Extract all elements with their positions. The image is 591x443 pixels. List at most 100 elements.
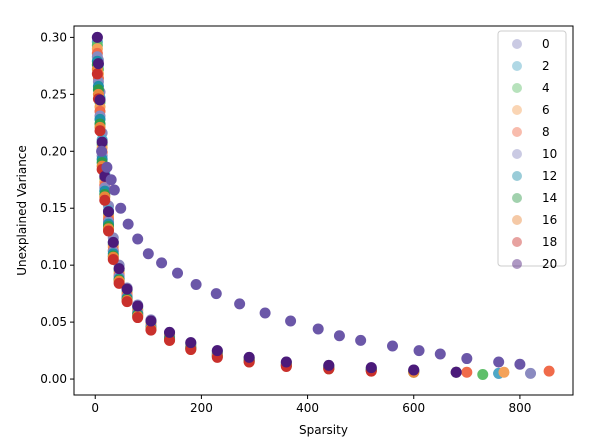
extra-point-11 bbox=[210, 288, 222, 300]
legend-label-16: 16 bbox=[542, 213, 557, 227]
series-18-point-11 bbox=[164, 334, 176, 346]
legend-label-6: 6 bbox=[542, 103, 550, 117]
y-tick-label-0: 0.00 bbox=[40, 372, 67, 386]
x-tick-label-4: 800 bbox=[508, 401, 531, 415]
series-20-point-12 bbox=[185, 337, 197, 349]
series-20-point-0 bbox=[91, 31, 103, 43]
series-6-point-20 bbox=[498, 366, 510, 378]
series-18-point-4 bbox=[99, 194, 111, 206]
y-tick-label-4: 0.20 bbox=[40, 144, 67, 158]
plot-area-frame bbox=[73, 25, 574, 396]
legend-marker-0 bbox=[512, 39, 522, 49]
series-20-point-8 bbox=[121, 283, 133, 295]
series-18-point-9 bbox=[132, 312, 144, 324]
series-18-point-2 bbox=[94, 125, 106, 137]
series-18-point-10 bbox=[145, 324, 157, 336]
x-tick-label-3: 600 bbox=[402, 401, 425, 415]
extra-point-13 bbox=[259, 307, 271, 319]
x-tick-label-0: 0 bbox=[91, 401, 99, 415]
extra-point-23 bbox=[514, 358, 526, 370]
series-20-point-19 bbox=[450, 366, 462, 378]
extra-point-10 bbox=[190, 279, 202, 291]
y-tick-label-2: 0.10 bbox=[40, 258, 67, 272]
series-20-point-9 bbox=[132, 300, 144, 312]
legend-label-10: 10 bbox=[542, 147, 557, 161]
extra-point-3 bbox=[108, 184, 120, 196]
extra-point-8 bbox=[156, 257, 168, 269]
legend-label-14: 14 bbox=[542, 191, 557, 205]
extra-point-5 bbox=[122, 218, 134, 230]
series-20-point-10 bbox=[145, 315, 157, 327]
legend-label-20: 20 bbox=[542, 257, 557, 271]
series-20-point-3 bbox=[96, 136, 108, 148]
y-tick-label-5: 0.25 bbox=[40, 87, 67, 101]
y-tick-label-1: 0.05 bbox=[40, 315, 67, 329]
series-18-point-6 bbox=[107, 253, 119, 265]
extra-point-12 bbox=[234, 298, 246, 310]
x-tick-label-1: 200 bbox=[190, 401, 213, 415]
series-20-point-2 bbox=[94, 94, 106, 106]
legend-marker-20 bbox=[512, 259, 522, 269]
legend-box bbox=[497, 30, 567, 267]
series-20-point-6 bbox=[107, 236, 119, 248]
series-8-point-20 bbox=[543, 365, 555, 377]
axes bbox=[73, 25, 574, 396]
legend-marker-6 bbox=[512, 105, 522, 115]
y-tick-label-3: 0.15 bbox=[40, 201, 67, 215]
extra-point-9 bbox=[172, 267, 184, 279]
series-20-point-5 bbox=[103, 206, 115, 218]
series-20-point-14 bbox=[243, 351, 255, 363]
legend-label-18: 18 bbox=[542, 235, 557, 249]
series-18-point-8 bbox=[121, 296, 133, 308]
extra-point-14 bbox=[285, 315, 297, 327]
series-0-point-21 bbox=[525, 367, 537, 379]
x-axis-title: Sparsity bbox=[299, 423, 348, 437]
extra-point-4 bbox=[115, 202, 127, 214]
extra-point-16 bbox=[333, 330, 345, 342]
extra-point-20 bbox=[434, 348, 446, 360]
series-20-point-18 bbox=[408, 364, 420, 376]
series-20-point-13 bbox=[211, 345, 223, 357]
series-20-point-7 bbox=[113, 263, 125, 275]
extra-point-1 bbox=[101, 161, 113, 173]
series-20-point-11 bbox=[164, 326, 176, 338]
legend: 0 2 4 6 8 10 12 14 16 18 20 bbox=[497, 30, 567, 271]
series-20-point-17 bbox=[365, 362, 377, 374]
extra-point-2 bbox=[105, 174, 117, 186]
axis-ticks: 0 200 400 600 800 0.00 0.05 0.10 0.15 0.20 0.25 0.3… bbox=[40, 30, 531, 415]
legend-marker-8 bbox=[512, 127, 522, 137]
legend-marker-4 bbox=[512, 83, 522, 93]
series-8-point-19 bbox=[461, 366, 473, 378]
x-tick-label-2: 400 bbox=[296, 401, 319, 415]
legend-marker-14 bbox=[512, 193, 522, 203]
y-axis-title: Unexplained Variance bbox=[15, 145, 29, 276]
y-tick-label-6: 0.30 bbox=[40, 30, 67, 44]
extra-point-0 bbox=[96, 145, 108, 157]
legend-label-4: 4 bbox=[542, 81, 550, 95]
series-20-point-16 bbox=[323, 359, 335, 371]
legend-marker-18 bbox=[512, 237, 522, 247]
extra-point-21 bbox=[461, 353, 473, 365]
legend-label-0: 0 bbox=[542, 37, 550, 51]
legend-label-8: 8 bbox=[542, 125, 550, 139]
extra-point-18 bbox=[387, 340, 399, 352]
legend-marker-2 bbox=[512, 61, 522, 71]
legend-label-2: 2 bbox=[542, 59, 550, 73]
data-points bbox=[91, 31, 555, 380]
extra-point-6 bbox=[132, 233, 144, 245]
extra-point-22 bbox=[493, 356, 505, 368]
legend-marker-16 bbox=[512, 215, 522, 225]
extra-point-7 bbox=[142, 248, 154, 260]
extra-point-17 bbox=[355, 334, 367, 346]
legend-marker-12 bbox=[512, 171, 522, 181]
legend-marker-10 bbox=[512, 149, 522, 159]
series-18-point-0 bbox=[91, 68, 103, 80]
series-18-point-7 bbox=[113, 277, 125, 289]
extra-point-19 bbox=[413, 345, 425, 357]
series-4-point-20 bbox=[477, 369, 489, 380]
series-18-point-5 bbox=[103, 225, 115, 237]
series-20-point-1 bbox=[92, 58, 104, 70]
legend-label-12: 12 bbox=[542, 169, 557, 183]
